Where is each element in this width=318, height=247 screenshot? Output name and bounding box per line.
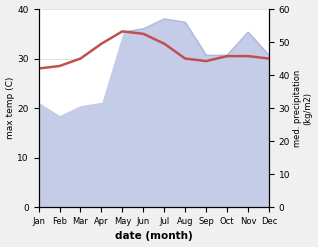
Y-axis label: max temp (C): max temp (C) (5, 77, 15, 139)
X-axis label: date (month): date (month) (115, 231, 193, 242)
Y-axis label: med. precipitation
(kg/m2): med. precipitation (kg/m2) (293, 69, 313, 147)
